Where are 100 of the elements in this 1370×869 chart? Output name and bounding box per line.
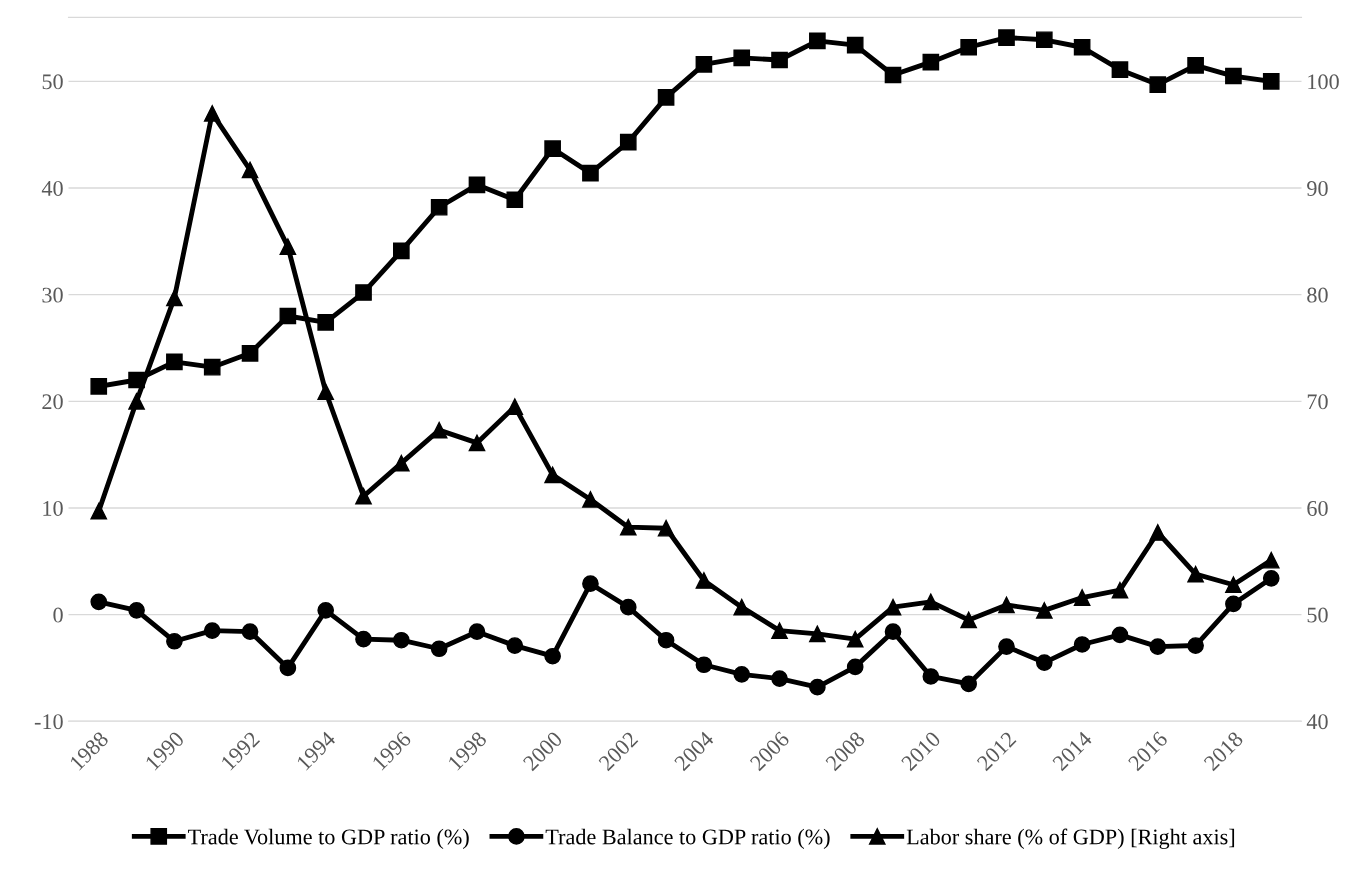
point [695, 656, 713, 674]
point [430, 640, 448, 658]
point [1073, 589, 1091, 606]
legend-label: Trade Volume to GDP ratio (%) [188, 828, 469, 849]
point [846, 36, 864, 54]
point [809, 678, 826, 696]
point [203, 105, 221, 122]
point [1262, 73, 1280, 90]
point [393, 631, 410, 649]
point [166, 353, 183, 371]
point [960, 38, 977, 56]
point [355, 487, 372, 505]
point [241, 623, 259, 641]
y-tick-label: 50 [42, 74, 63, 90]
point [544, 140, 561, 157]
y-tick-label: 0 [53, 607, 63, 623]
point [279, 307, 297, 325]
point [960, 675, 977, 693]
point [619, 133, 637, 151]
y-tick-label: 30 [42, 287, 63, 303]
point [733, 49, 751, 67]
point [884, 623, 902, 641]
point [922, 668, 940, 685]
point [544, 647, 561, 665]
point [506, 637, 524, 654]
point [884, 66, 902, 84]
point [1187, 637, 1204, 654]
point [998, 596, 1015, 614]
point [695, 572, 713, 589]
point [771, 51, 788, 69]
point [582, 164, 599, 182]
point [203, 358, 221, 376]
point [1187, 57, 1204, 74]
y2-tick-label: 40 [1306, 714, 1328, 730]
point [1187, 565, 1204, 583]
point [771, 622, 788, 639]
point [733, 666, 751, 683]
point [317, 602, 335, 619]
point [128, 392, 145, 410]
point [128, 602, 145, 619]
point [241, 161, 259, 179]
point [468, 434, 486, 452]
point [884, 598, 902, 616]
legend-label: Labor share (% of GDP) [Right axis] [906, 828, 1235, 849]
point [355, 284, 372, 301]
point [809, 625, 826, 643]
point [1149, 76, 1167, 93]
y-tick-label: 10 [43, 500, 63, 516]
point [846, 658, 864, 676]
point [90, 502, 108, 520]
point [468, 176, 486, 194]
point [998, 638, 1015, 655]
point [733, 598, 751, 616]
point [544, 466, 561, 484]
point [279, 238, 297, 256]
point [241, 344, 259, 362]
point [619, 518, 637, 536]
point [1262, 570, 1280, 587]
point [1111, 61, 1129, 78]
point [355, 630, 372, 648]
point [393, 242, 410, 260]
point [582, 491, 599, 508]
point [1225, 595, 1242, 613]
point [430, 198, 448, 216]
point [1073, 38, 1091, 56]
point [393, 454, 410, 472]
y2-tick-label: 50 [1307, 607, 1328, 623]
y-tick-label: 40 [41, 180, 63, 196]
point [657, 89, 675, 106]
legend-label: Trade Balance to GDP ratio (%) [545, 828, 830, 849]
y-tick-label: -10 [34, 714, 63, 730]
y2-tick-label: 100 [1308, 74, 1339, 90]
point [1111, 626, 1129, 644]
y2-tick-label: 70 [1307, 394, 1328, 410]
point [1149, 524, 1167, 541]
point [90, 378, 108, 395]
point [1073, 636, 1091, 653]
point [1111, 581, 1129, 599]
point [317, 314, 335, 331]
point [960, 611, 977, 629]
point [695, 55, 713, 73]
point [166, 632, 183, 650]
point [771, 670, 788, 687]
point [922, 53, 940, 71]
y2-tick-label: 60 [1307, 500, 1328, 516]
point [506, 191, 524, 209]
point [1225, 576, 1242, 594]
point [468, 623, 486, 641]
point [657, 631, 675, 649]
point [90, 593, 108, 611]
point [619, 598, 637, 616]
point [279, 659, 297, 677]
point [1035, 654, 1053, 671]
y-tick-label: 20 [42, 394, 63, 410]
y2-tick-label: 90 [1307, 180, 1328, 196]
point [657, 519, 675, 537]
point [1035, 602, 1053, 619]
point [1262, 551, 1280, 569]
point [317, 383, 335, 401]
point [922, 593, 940, 611]
